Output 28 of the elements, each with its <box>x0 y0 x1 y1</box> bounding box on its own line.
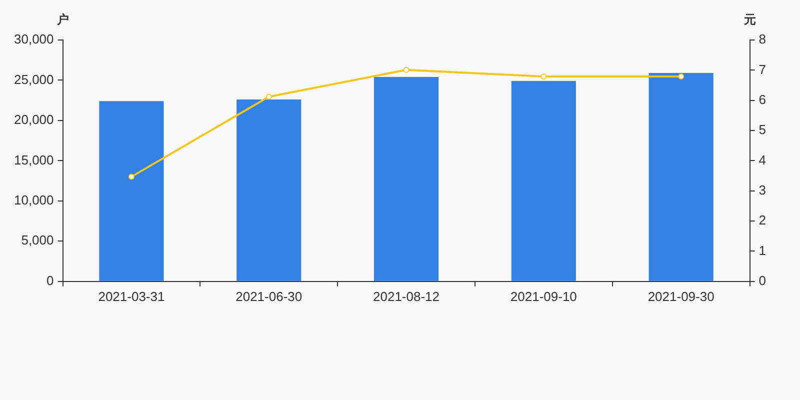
y-tick-label: 0 <box>46 272 54 288</box>
point <box>128 174 134 180</box>
y-tick-label: 15,000 <box>14 152 54 168</box>
point <box>403 66 410 73</box>
y-axis-title: 户 <box>56 12 69 26</box>
y2-axis-title: 元 <box>742 12 756 26</box>
point <box>678 74 684 80</box>
y2-tick-label: 6 <box>758 92 766 107</box>
y-tick-label: 30,000 <box>14 32 54 47</box>
y-tick-label: 20,000 <box>14 112 54 128</box>
x-tick-label: 2021-06-30 <box>236 288 302 304</box>
point <box>540 74 547 80</box>
x-tick-label: 2021-09-30 <box>648 288 714 304</box>
x-tick-label: 2021-03-31 <box>98 288 165 304</box>
y-tick-label: 25,000 <box>14 72 54 87</box>
y2-tick-label: 7 <box>758 62 766 77</box>
point <box>266 94 272 100</box>
y2-tick-label: 1 <box>758 242 766 258</box>
x-tick-label: 2021-09-10 <box>510 288 577 304</box>
y2-tick-label: 5 <box>758 122 766 138</box>
y2-tick-label: 0 <box>758 272 766 288</box>
x-tick-label: 2021-08-12 <box>373 288 440 304</box>
y-tick-label: 10,000 <box>14 192 54 208</box>
y-tick-label: 5,000 <box>21 232 54 248</box>
y2-tick-label: 2 <box>758 212 766 228</box>
y2-tick-label: 8 <box>758 32 766 47</box>
y2-tick-label: 4 <box>758 152 766 168</box>
y2-tick-label: 3 <box>758 182 766 198</box>
